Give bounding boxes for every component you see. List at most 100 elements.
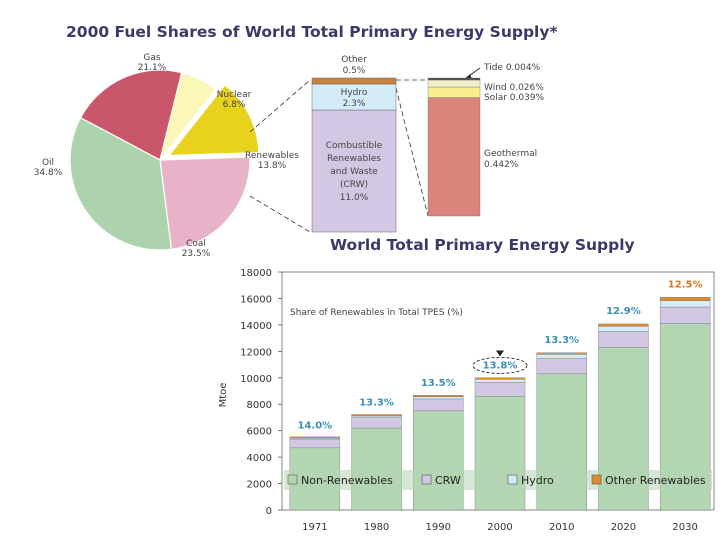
- bar-1990-crw: [413, 398, 464, 412]
- bar-1980-crw: [351, 417, 402, 429]
- other-segment-tide: [427, 77, 481, 81]
- pie-slice-renewables: [167, 84, 260, 157]
- bar-2030-other-renewables: [659, 297, 711, 301]
- highlight-arrow: [496, 350, 504, 357]
- renew-segment-2: [311, 77, 397, 85]
- pie-chart-title: 2000 Fuel Shares of World Total Primary …: [66, 23, 558, 41]
- bar-2030-hydro: [659, 300, 711, 308]
- renew-segment-1: [311, 83, 397, 111]
- bar-1980-non-renewables: [351, 427, 402, 511]
- tide-label: Tide 0.004%: [483, 63, 541, 73]
- pie-value-gas: 21.1%: [138, 63, 167, 73]
- bar-1990-other-renewables: [413, 394, 464, 397]
- share-label-1990: 13.5%: [421, 378, 456, 389]
- pie-label-coal: Coal: [186, 239, 206, 249]
- bar-2020-other-renewables: [598, 323, 649, 327]
- y-tick-label-3: 6000: [247, 427, 272, 438]
- crw-label-line-1: Renewables: [327, 154, 381, 164]
- bar-2000-crw: [474, 382, 526, 397]
- y-tick-label-0: 0: [266, 506, 272, 517]
- bar-2010-crw: [536, 358, 587, 375]
- y-tick-label-9: 18000: [240, 268, 272, 279]
- pie-slice-oil: [69, 116, 173, 251]
- x-tick-label-2010: 2010: [549, 522, 574, 533]
- pie-slice-nuclear: [159, 71, 217, 161]
- share-label-2030: 12.5%: [668, 279, 703, 290]
- x-tick-label-2030: 2030: [672, 522, 697, 533]
- connector-top: [249, 79, 311, 133]
- y-axis-label: Mtoe: [218, 383, 229, 408]
- other-label-line-1: 0.5%: [343, 66, 366, 76]
- share-label-2020: 12.9%: [606, 306, 641, 317]
- legend-background: [284, 470, 712, 490]
- pie-chart: [69, 69, 260, 251]
- connector-other-bottom: [395, 87, 429, 217]
- tpes-chart-title: World Total Primary Energy Supply: [330, 236, 635, 254]
- crw-label-line-4: 11.0%: [340, 193, 369, 203]
- bar-2000-other-renewables: [474, 377, 526, 380]
- y-tick-label-5: 10000: [240, 374, 272, 385]
- hydro-label-line-0: Hydro: [341, 88, 368, 98]
- x-tick-label-2020: 2020: [611, 522, 636, 533]
- pie-value-coal: 23.5%: [182, 249, 211, 259]
- y-tick-label-4: 8000: [247, 400, 272, 411]
- pie-slice-coal: [159, 156, 251, 250]
- bar-1980-other-renewables: [351, 414, 402, 417]
- geothermal-label: Geothermal: [484, 149, 537, 159]
- bar-2020-hydro: [598, 326, 649, 332]
- connector-bottom: [249, 195, 311, 233]
- geothermal-value: 0.442%: [484, 160, 519, 170]
- bar-2010-hydro: [536, 354, 587, 359]
- legend-swatch-2: [507, 474, 518, 485]
- bar-2000-hydro: [474, 379, 526, 383]
- legend-label-0: Non-Renewables: [301, 474, 393, 487]
- x-tick-label-1980: 1980: [364, 522, 389, 533]
- pie-label-nuclear: Nuclear: [217, 90, 252, 100]
- other-segment-geothermal: [427, 97, 481, 217]
- connector-lines: [249, 67, 481, 233]
- x-tick-label-1971: 1971: [302, 522, 327, 533]
- bar-1980-hydro: [351, 415, 402, 418]
- pie-label-gas: Gas: [143, 53, 160, 63]
- legend-swatch-0: [287, 474, 298, 485]
- bar-1971-crw: [289, 439, 341, 449]
- other-segment-wind: [427, 79, 481, 88]
- bar-2010-other-renewables: [536, 352, 587, 355]
- legend-label-3: Other Renewables: [605, 474, 706, 487]
- legend-swatch-3: [591, 474, 602, 485]
- highlight-2000: [472, 356, 528, 374]
- tpes-bar-chart: 0 2000 4000 6000 8000 10000 12000 14000 16000 180…: [218, 268, 715, 533]
- bar-2030-crw: [659, 306, 711, 324]
- hydro-label-line-1: 2.3%: [343, 99, 366, 109]
- pie-value-renewables: 13.8%: [258, 161, 287, 171]
- other-segment-solar: [427, 86, 481, 98]
- bar-2000-non-renewables: [474, 396, 526, 511]
- y-tick-label-2: 4000: [247, 453, 272, 464]
- pie-value-nuclear: 6.8%: [223, 100, 246, 110]
- y-tick-label-1: 2000: [247, 480, 272, 491]
- pie-label-oil: Oil: [42, 158, 54, 168]
- bar-2020-crw: [598, 331, 649, 348]
- legend-label-1: CRW: [435, 474, 461, 487]
- other-label-line-0: Other: [341, 55, 367, 65]
- inset-title: Share of Renewables in Total TPES (%): [290, 308, 463, 318]
- bar-1990-hydro: [413, 396, 464, 400]
- solar-label: Solar 0.039%: [484, 93, 545, 103]
- crw-label-line-2: and Waste: [330, 167, 378, 177]
- crw-label-line-3: (CRW): [340, 180, 368, 190]
- share-label-1980: 13.3%: [359, 398, 394, 409]
- pie-value-oil: 34.8%: [34, 168, 63, 178]
- y-tick-label-8: 16000: [240, 294, 272, 305]
- crw-label-line-0: Combustible: [326, 141, 383, 151]
- pie-label-renewables: Renewables: [245, 151, 299, 161]
- share-label-2010: 13.3%: [544, 335, 579, 346]
- x-tick-label-2000: 2000: [487, 522, 512, 533]
- share-label-1971: 14.0%: [298, 420, 333, 431]
- y-tick-label-6: 12000: [240, 347, 272, 358]
- bar-1971-other-renewables: [289, 436, 341, 439]
- renew-segment-0: [311, 109, 397, 233]
- renewables-breakdown-bar: Combustible Renewables and Waste (CRW) 11.0%…: [311, 55, 397, 233]
